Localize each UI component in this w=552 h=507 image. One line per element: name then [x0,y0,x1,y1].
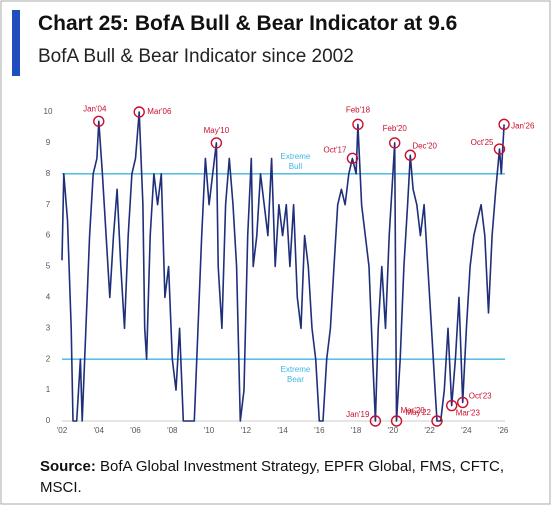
annotation-label: Jan'04 [83,104,107,113]
annotation-label: Mar'20 [401,406,426,415]
annotation-marker [133,106,145,118]
title-accent [12,10,20,76]
annotation-label: Mar'23 [456,409,481,418]
annotation-marker [389,137,401,149]
x-tick-label: '04 [94,426,105,435]
x-tick-label: '12 [241,426,252,435]
y-tick-label: 8 [46,169,51,178]
annotation-label: Oct'25 [471,138,494,147]
annotation-label: Oct'23 [469,392,492,401]
annotation-marker [93,115,105,127]
annotation-marker [404,149,417,161]
annotation-marker [445,399,458,412]
source-text: BofA Global Investment Strategy, EPFR Gl… [40,458,505,496]
series-line [61,111,505,422]
y-tick-label: 10 [44,107,53,116]
annotation-marker [498,118,510,131]
x-tick-label: '02 [57,426,68,435]
x-tick-label: '24 [461,426,472,435]
annotation-label: Oct'17 [324,145,347,154]
annotation-label: Dec'20 [412,141,437,150]
y-tick-label: 0 [46,416,51,425]
y-tick-label: 6 [46,231,51,240]
annotation-marker [210,137,223,149]
annotation-marker [346,152,359,165]
annotation-label: Jan'19 [346,410,370,419]
x-tick-label: '16 [314,426,325,435]
y-tick-label: 3 [46,323,51,332]
annotation-marker [390,415,403,427]
annotation-label: Jan'26 [511,121,535,130]
x-tick-label: '14 [277,426,288,435]
reference-label: Extreme Bull [280,151,311,171]
source-label: Source: [40,458,96,475]
annotation-marker [431,415,443,427]
source: Source: BofA Global Investment Strategy,… [40,456,510,498]
y-tick-label: 7 [46,200,51,209]
x-tick-label: '26 [498,426,509,435]
y-tick-label: 4 [46,293,51,302]
x-tick-label: '20 [388,426,399,435]
annotation-label: Feb'20 [383,124,408,133]
x-tick-label: '22 [424,426,435,435]
y-tick-label: 2 [46,354,51,363]
y-tick-label: 9 [46,138,51,147]
annotation-marker [493,143,506,155]
annotation-marker [457,396,469,409]
chart-subtitle: BofA Bull & Bear Indicator since 2002 [38,46,354,67]
x-tick-label: '06 [130,426,141,435]
y-tick-label: 1 [46,385,51,394]
annotation-marker [369,415,382,427]
annotation-marker [352,118,364,131]
annotation-label: May'10 [204,126,230,135]
annotation-label: Feb'18 [346,105,371,114]
annotation-label: Mar'06 [147,107,172,116]
y-tick-label: 5 [46,262,51,271]
reference-label: Extreme Bear [280,365,311,385]
annotation-label: May'22 [405,408,431,417]
chart-title: Chart 25: BofA Bull & Bear Indicator at … [38,12,458,35]
x-tick-label: '18 [351,426,362,435]
x-tick-label: '08 [167,426,178,435]
x-tick-label: '10 [204,426,215,435]
